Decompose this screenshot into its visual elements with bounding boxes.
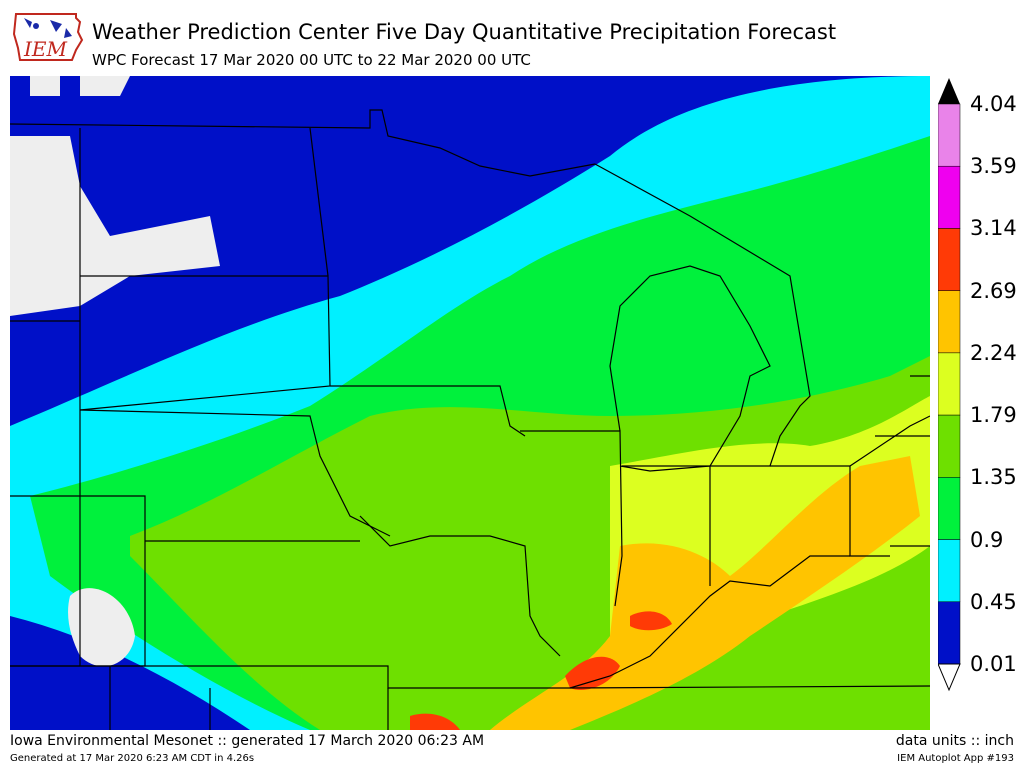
legend-tick-label: 0.9 — [970, 527, 1004, 552]
legend-swatch — [937, 414, 961, 478]
legend-tick-label: 2.24 — [970, 340, 1017, 365]
legend-swatch — [937, 165, 961, 229]
page-subtitle: WPC Forecast 17 Mar 2020 00 UTC to 22 Ma… — [92, 51, 531, 69]
precip-legend — [937, 74, 1024, 694]
legend-swatch — [937, 601, 961, 665]
logo-text: IEM — [23, 37, 68, 61]
legend-tick-label: 3.14 — [970, 216, 1017, 241]
legend-colorbar — [937, 78, 961, 692]
legend-swatch — [937, 477, 961, 540]
footer-timing: Generated at 17 Mar 2020 6:23 AM CDT in … — [10, 753, 255, 764]
legend-tick-label: 4.04 — [970, 92, 1017, 116]
legend-swatch — [937, 352, 961, 416]
legend-swatch — [937, 290, 961, 354]
legend-tick-label: 1.35 — [970, 465, 1017, 490]
legend-swatch — [937, 103, 961, 167]
footer-generated: Iowa Environmental Mesonet :: generated … — [10, 733, 485, 749]
legend-tick-label: 3.59 — [970, 154, 1017, 179]
legend-tick-label: 0.01 — [970, 652, 1017, 676]
iem-logo: IEM — [10, 8, 86, 68]
qpf-map — [10, 76, 930, 730]
legend-swatch — [937, 539, 961, 603]
page-title: Weather Prediction Center Five Day Quant… — [92, 20, 837, 44]
legend-swatch — [937, 228, 961, 291]
legend-tick-label: 1.79 — [970, 403, 1017, 428]
legend-tick-label: 0.45 — [970, 589, 1017, 614]
legend-tick-label: 2.69 — [970, 278, 1017, 303]
footer-units: data units :: inch — [895, 733, 1014, 749]
footer-app: IEM Autoplot App #193 — [897, 753, 1014, 764]
